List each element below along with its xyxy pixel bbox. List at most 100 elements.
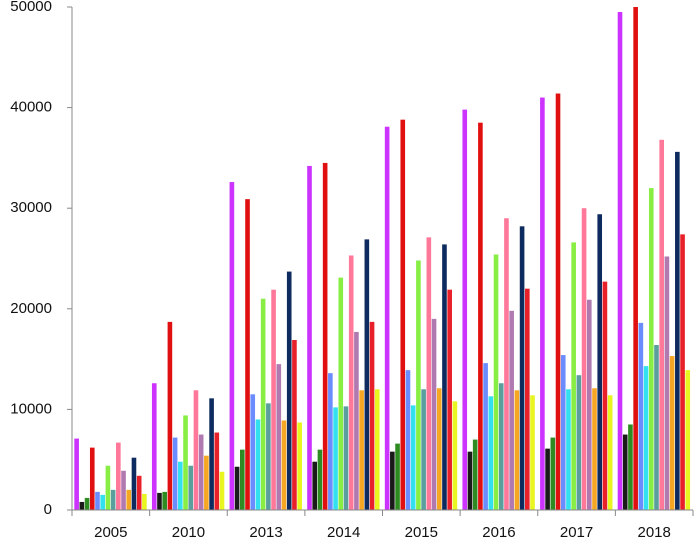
bar [183, 415, 188, 510]
y-tick-label: 50000 [10, 0, 52, 15]
y-tick-label: 20000 [10, 300, 52, 317]
bar [281, 420, 287, 510]
bar [374, 389, 380, 510]
bar [276, 364, 282, 510]
bar [74, 438, 79, 510]
bar [312, 461, 318, 510]
bar [240, 449, 245, 510]
bar [597, 214, 603, 510]
bar [292, 339, 297, 510]
bar [297, 422, 302, 510]
bar [566, 389, 571, 510]
bar [333, 407, 338, 510]
bar [607, 395, 613, 510]
bar [462, 109, 468, 510]
bar [89, 447, 95, 510]
bar [452, 401, 458, 510]
bar [348, 255, 354, 510]
bar [136, 475, 142, 510]
bar [530, 395, 535, 510]
bar [622, 434, 628, 510]
bar [116, 442, 121, 510]
bar [250, 394, 256, 510]
bar [571, 242, 576, 511]
bar [105, 465, 111, 510]
bar [390, 451, 395, 510]
bar [167, 321, 173, 510]
bar [204, 455, 209, 510]
bar [581, 208, 587, 510]
bar [354, 331, 359, 510]
bar [328, 373, 333, 510]
bar [478, 122, 483, 510]
bar [317, 449, 323, 510]
bar [322, 162, 328, 510]
x-tick-label: 2005 [94, 524, 127, 540]
bar [472, 439, 478, 510]
bar [509, 310, 514, 510]
bar [483, 363, 488, 510]
bar [669, 356, 675, 510]
bar [540, 97, 545, 510]
y-tick-label: 0 [44, 501, 52, 518]
bar [493, 254, 499, 510]
bar [260, 298, 266, 510]
bar [628, 424, 633, 510]
bar [467, 451, 473, 510]
bar [447, 289, 452, 510]
bar [519, 226, 525, 511]
bar [576, 375, 582, 510]
bar [648, 188, 654, 510]
bar [659, 139, 665, 511]
bar [524, 288, 530, 510]
bar [338, 277, 344, 510]
bar [436, 388, 442, 510]
bar [193, 390, 199, 510]
bar [550, 437, 556, 510]
bar [79, 501, 85, 510]
bar [685, 370, 691, 510]
bar [560, 355, 566, 510]
bar [121, 470, 126, 510]
bar [359, 390, 364, 510]
bar [178, 461, 183, 510]
y-tick-label: 10000 [10, 400, 52, 417]
bar [162, 491, 167, 510]
bar [245, 199, 250, 510]
bar [664, 256, 670, 510]
bar [234, 466, 240, 510]
bar [395, 443, 400, 510]
bar [638, 322, 644, 510]
bar [643, 366, 649, 510]
bar [95, 491, 100, 510]
y-tick-label: 30000 [10, 199, 52, 216]
bar [488, 396, 494, 510]
bar [617, 12, 623, 511]
bar [680, 234, 685, 510]
bar [421, 389, 426, 510]
bar [405, 370, 411, 510]
bar [675, 151, 680, 510]
bar [142, 493, 147, 510]
bar [271, 289, 276, 510]
bar [126, 489, 132, 510]
bar [198, 434, 204, 510]
bar [209, 398, 214, 510]
bar [442, 244, 447, 510]
x-tick-label: 2010 [172, 524, 205, 540]
bar [151, 383, 157, 510]
x-tick-label: 2014 [327, 524, 360, 540]
bar [514, 390, 520, 510]
bar [426, 237, 432, 510]
bar [84, 497, 90, 510]
bar [586, 299, 592, 510]
bar [219, 471, 225, 510]
bar [504, 218, 509, 510]
bar [410, 405, 416, 510]
bar [633, 7, 638, 510]
bar [369, 321, 375, 510]
x-tick-label: 2015 [405, 524, 438, 540]
bar [431, 318, 437, 510]
bar [555, 93, 561, 511]
bar [110, 489, 116, 510]
